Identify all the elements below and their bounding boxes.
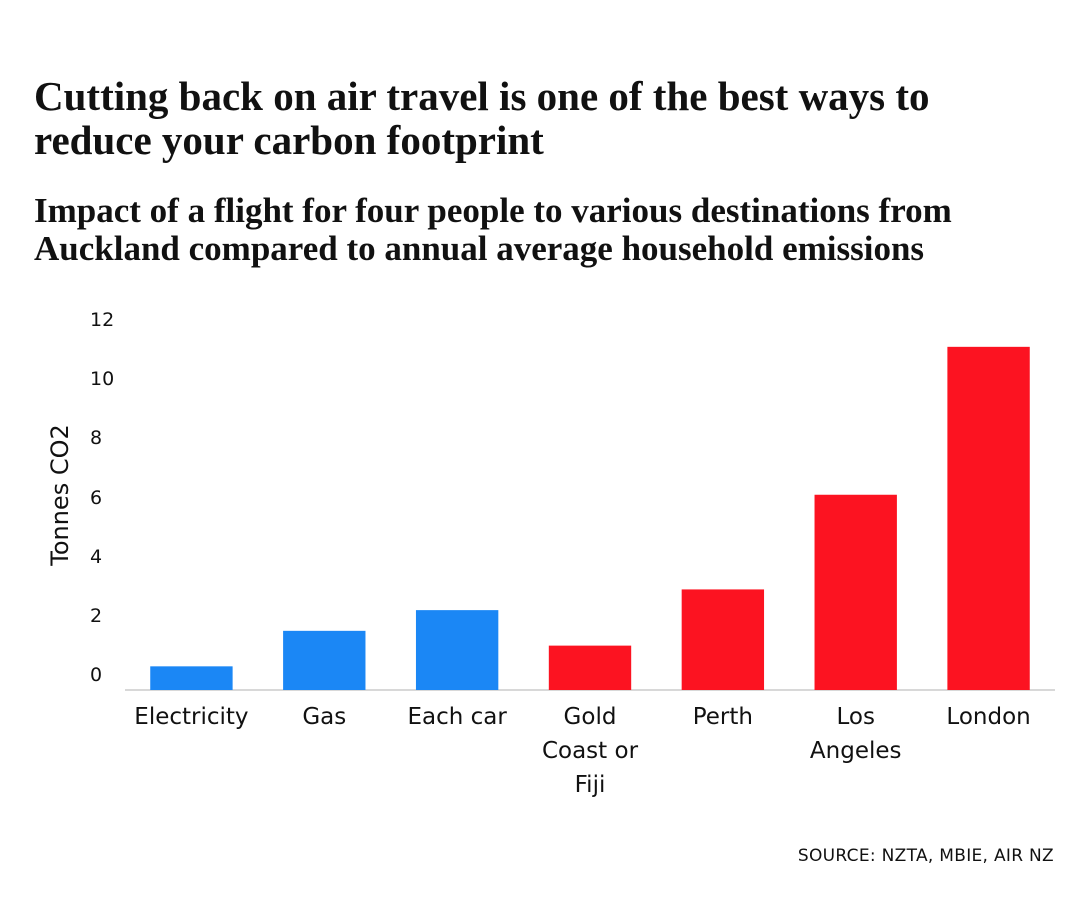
y-tick-label: 10 <box>90 368 115 391</box>
y-tick-label: 0 <box>90 664 103 686</box>
bar <box>548 645 632 690</box>
x-tick-label: Gold Coast or Fiji <box>541 704 639 798</box>
x-tick-label: Electricity <box>134 704 249 730</box>
y-tick-label: 4 <box>90 545 103 568</box>
x-tick-label: London <box>946 704 1031 730</box>
source: SOURCE: NZTA, MBIE, AIR NZ <box>797 846 1054 866</box>
y-tick-label: 8 <box>90 427 103 450</box>
bar <box>150 666 233 690</box>
x-tick-label: Gas <box>302 704 347 730</box>
bar <box>681 589 765 690</box>
bar <box>283 630 366 690</box>
bar <box>814 494 897 690</box>
y-tick-label: 6 <box>90 486 103 509</box>
x-tick-label: Perth <box>692 704 753 730</box>
chart-title: Cutting back on air travel is one of the… <box>34 73 930 163</box>
x-tick-label: Each car <box>407 704 507 730</box>
bar <box>415 610 499 690</box>
y-tick-label: 2 <box>90 604 103 627</box>
chart-subtitle: Impact of a flight for four people to va… <box>34 191 952 268</box>
bar <box>947 346 1030 690</box>
x-tick-label: Los Angeles <box>809 704 902 764</box>
y-tick-label: 12 <box>90 309 115 331</box>
